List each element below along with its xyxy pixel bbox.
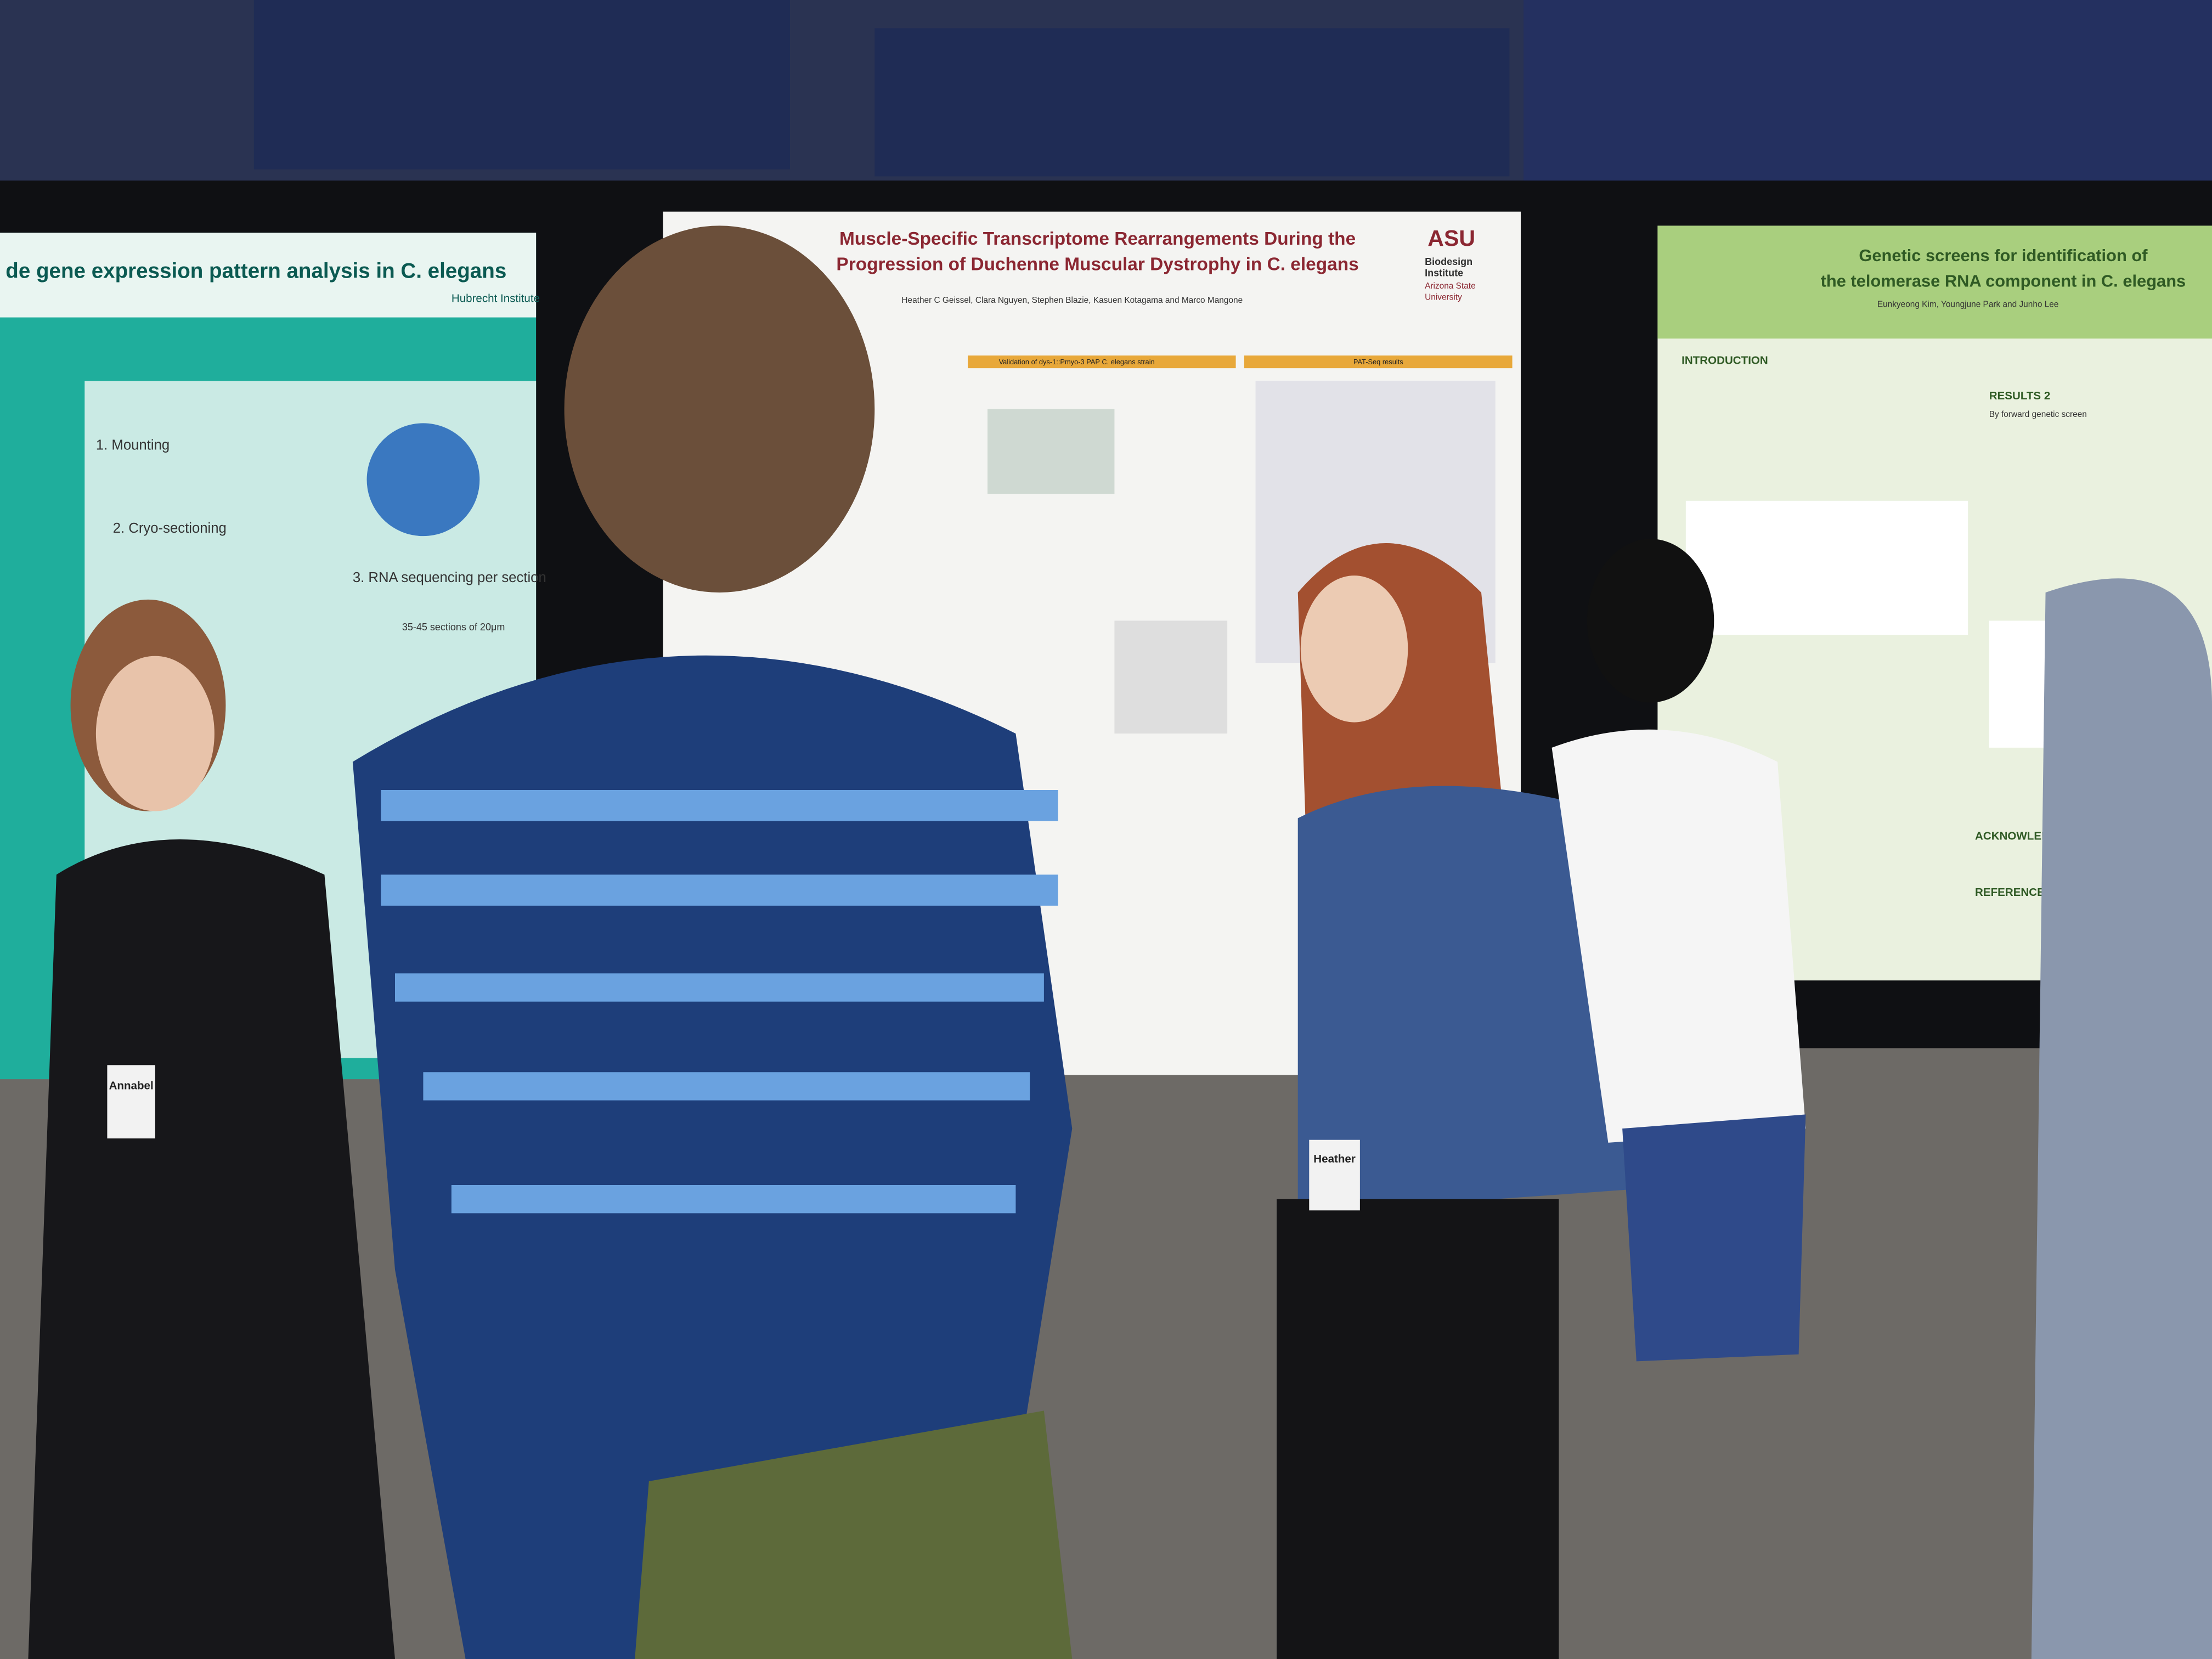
poster-title: Genetic screens for identification of — [1859, 246, 2148, 265]
shape — [1587, 539, 1714, 703]
authors: Eunkyeong Kim, Youngjune Park and Junho … — [1877, 300, 2059, 309]
institute: Hubrecht Institute — [452, 292, 540, 305]
seat-block — [1523, 0, 2212, 184]
shape — [1622, 1114, 1806, 1362]
shape — [564, 225, 875, 592]
shape — [2031, 578, 2212, 1659]
shape — [1277, 1199, 1559, 1659]
person-center — [352, 225, 1073, 1659]
institute: Biodesign — [1425, 256, 1472, 267]
globe — [366, 423, 480, 537]
poster-title: de gene expression pattern analysis in C… — [5, 259, 506, 283]
badge-name: Annabel — [109, 1079, 154, 1092]
seat-block — [253, 0, 790, 170]
poster-title: Progression of Duchenne Muscular Dystrop… — [836, 254, 1358, 274]
shape — [95, 656, 215, 811]
shape — [423, 1072, 1030, 1101]
step: 1. Mounting — [96, 437, 170, 453]
logo: ASU — [1427, 225, 1475, 251]
seat-block — [874, 28, 1510, 177]
poster-title: Muscle-Specific Transcriptome Rearrangem… — [839, 229, 1356, 249]
section-title: RESULTS 2 — [1989, 390, 2051, 402]
poster-header — [1657, 225, 2212, 339]
shape — [352, 655, 1073, 1659]
institute: Institute — [1425, 268, 1463, 279]
shape — [1300, 575, 1408, 723]
figure — [988, 409, 1115, 494]
shape — [1551, 729, 1806, 1143]
shape — [28, 839, 395, 1659]
figure — [1685, 500, 1968, 635]
section-header — [1244, 356, 1513, 369]
poster-title: the telomerase RNA component in C. elega… — [1821, 271, 2186, 290]
badge-name: Heather — [1313, 1153, 1356, 1165]
shape — [635, 1410, 1073, 1659]
section-title: Validation of dys-1::Pmyo-3 PAP C. elega… — [999, 358, 1155, 366]
section-title: INTRODUCTION — [1681, 354, 1768, 367]
name-badge — [107, 1065, 155, 1139]
step: 2. Cryo-sectioning — [113, 521, 227, 536]
section-header — [968, 356, 1236, 369]
person-right — [1551, 539, 2212, 1659]
section-title: By forward genetic screen — [1989, 410, 2087, 419]
section-title: REFERENCES — [1975, 886, 2052, 899]
name-badge — [1309, 1139, 1360, 1211]
authors: Heather C Geissel, Clara Nguyen, Stephen… — [901, 296, 1243, 305]
shape — [381, 874, 1058, 906]
shape — [451, 1185, 1016, 1214]
institute: Arizona State — [1425, 281, 1476, 291]
figure — [1114, 620, 1228, 734]
shape — [381, 790, 1058, 821]
institute: University — [1425, 293, 1462, 302]
shape — [395, 973, 1044, 1002]
section-title: PAT-Seq results — [1353, 358, 1403, 366]
step: 3. RNA sequencing per section — [353, 570, 546, 585]
poster-header — [0, 233, 537, 318]
note: 35-45 sections of 20μm — [402, 622, 505, 633]
person-left: Annabel — [28, 599, 395, 1659]
